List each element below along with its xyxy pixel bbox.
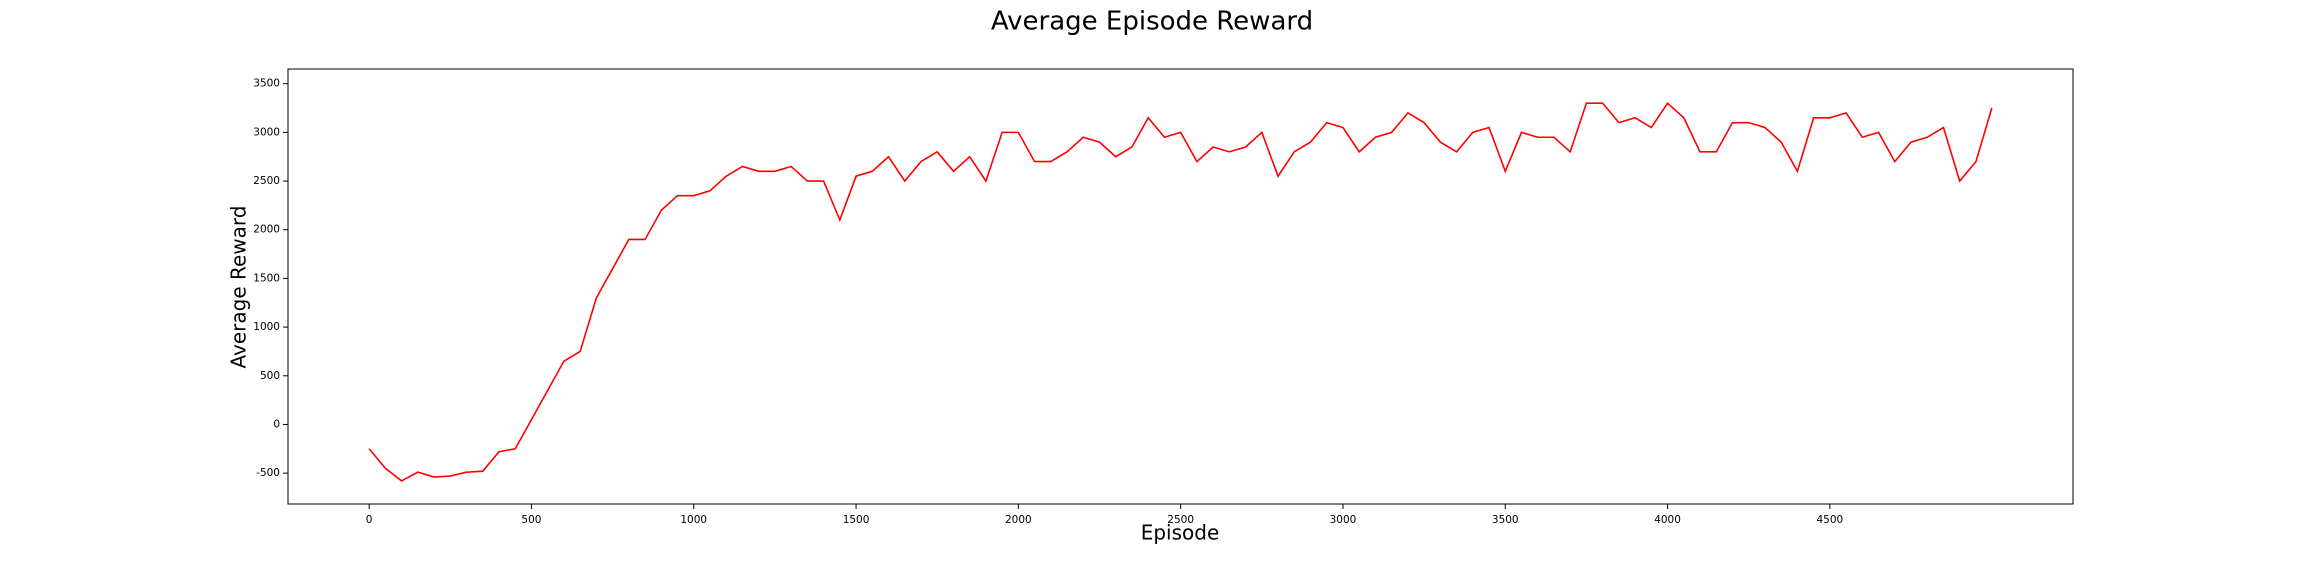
x-tick-label: 500 [521,514,541,526]
plot-frame [287,68,2074,505]
x-tick-label: 2000 [1005,514,1032,526]
y-axis-label: Average Reward [227,206,251,369]
x-tick-label: 0 [366,514,373,526]
x-tick-label: 4500 [1817,514,1844,526]
y-tick-label: 500 [260,370,280,382]
y-tick-label: 3000 [253,126,280,138]
y-tick-label: 3500 [253,78,280,90]
x-tick-label: 1500 [843,514,870,526]
x-tick-label: 3000 [1330,514,1357,526]
y-tick-label: 2500 [253,175,280,187]
y-tick-label: 0 [273,418,280,430]
y-tick-label: 2000 [253,224,280,236]
x-axis-label: Episode [1141,521,1220,545]
chart-title: Average Episode Reward [991,7,1313,37]
y-tick-label: 1000 [253,321,280,333]
y-tick-label: 1500 [253,272,280,284]
y-tick-label: -500 [256,467,280,479]
x-tick-label: 3500 [1492,514,1519,526]
x-tick-label: 1000 [680,514,707,526]
line-series [368,101,1993,482]
x-tick-label: 2500 [1167,514,1194,526]
x-tick-label: 4000 [1654,514,1681,526]
